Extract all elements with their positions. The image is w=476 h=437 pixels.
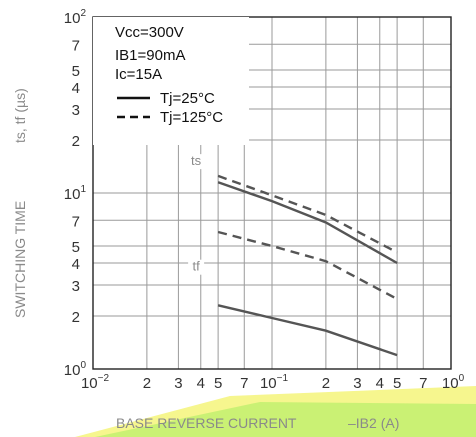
y-tick-label: 3: [72, 278, 80, 295]
series-tf-dashed: [217, 230, 398, 301]
series-ts-dashed: [217, 174, 398, 254]
condition-label: Vcc=300V: [115, 24, 184, 41]
x-tick-label: 10−2: [81, 373, 110, 392]
y-axis-symbol: ts, tf (µs): [12, 88, 28, 143]
x-tick-label: 3: [174, 375, 182, 392]
y-tick-label: 2: [72, 133, 80, 150]
y-tick-label: 7: [72, 37, 80, 54]
x-tick-label: 7: [419, 375, 427, 392]
condition-label: IB1=90mA: [115, 47, 185, 64]
y-tick-label: 101: [64, 184, 87, 203]
plot-frame: [92, 16, 452, 370]
series-label-ts: ts: [191, 153, 202, 168]
y-tick-label: 4: [72, 256, 80, 273]
y-tick-label: 5: [72, 239, 80, 256]
y-tick-label: 100: [64, 360, 87, 379]
highlight-green: [95, 402, 476, 437]
x-tick-label: 4: [376, 375, 384, 392]
y-tick-label: 5: [72, 63, 80, 80]
x-tick-label: 100: [442, 373, 465, 392]
x-tick-labels: 10−2 2 3 4 5 7 10−1 2 3 4 5 7 100: [81, 373, 465, 392]
highlighter-stroke: [75, 386, 476, 437]
series-group: ts tf: [188, 153, 398, 357]
x-axis-symbol: –IB2 (A): [348, 415, 399, 431]
x-tick-label: 7: [240, 375, 248, 392]
y-tick-label: 102: [64, 8, 87, 27]
x-tick-label: 2: [143, 375, 151, 392]
legend-label: Tj=25°C: [160, 90, 215, 107]
series-ts-solid: [217, 181, 398, 265]
y-axis-title: SWITCHING TIME: [12, 201, 28, 318]
x-tick-label: 10−1: [260, 373, 289, 392]
x-tick-label: 4: [197, 375, 205, 392]
series-tf-solid: [217, 304, 398, 357]
series-label-bg: [188, 259, 205, 275]
x-tick-label: 5: [393, 375, 401, 392]
y-tick-label: 7: [72, 213, 80, 230]
x-tick-label: 3: [353, 375, 361, 392]
series-label-bg: [188, 154, 205, 170]
x-tick-label: 5: [214, 375, 222, 392]
x-axis-title: BASE REVERSE CURRENT: [116, 415, 297, 431]
y-tick-label: 3: [72, 102, 80, 119]
condition-label: Ic=15A: [115, 66, 162, 83]
legend-label: Tj=125°C: [160, 109, 223, 126]
series-label-tf: tf: [192, 259, 200, 274]
legend: Vcc=300V IB1=90mA Ic=15A Tj=25°C Tj=125°C: [115, 24, 223, 126]
axis-titles: SWITCHING TIME ts, tf (µs) BASE REVERSE CU…: [12, 88, 399, 431]
x-tick-label: 2: [322, 375, 330, 392]
y-tick-label: 4: [72, 80, 80, 97]
y-tick-label: 2: [72, 309, 80, 326]
legend-box: [93, 17, 249, 145]
